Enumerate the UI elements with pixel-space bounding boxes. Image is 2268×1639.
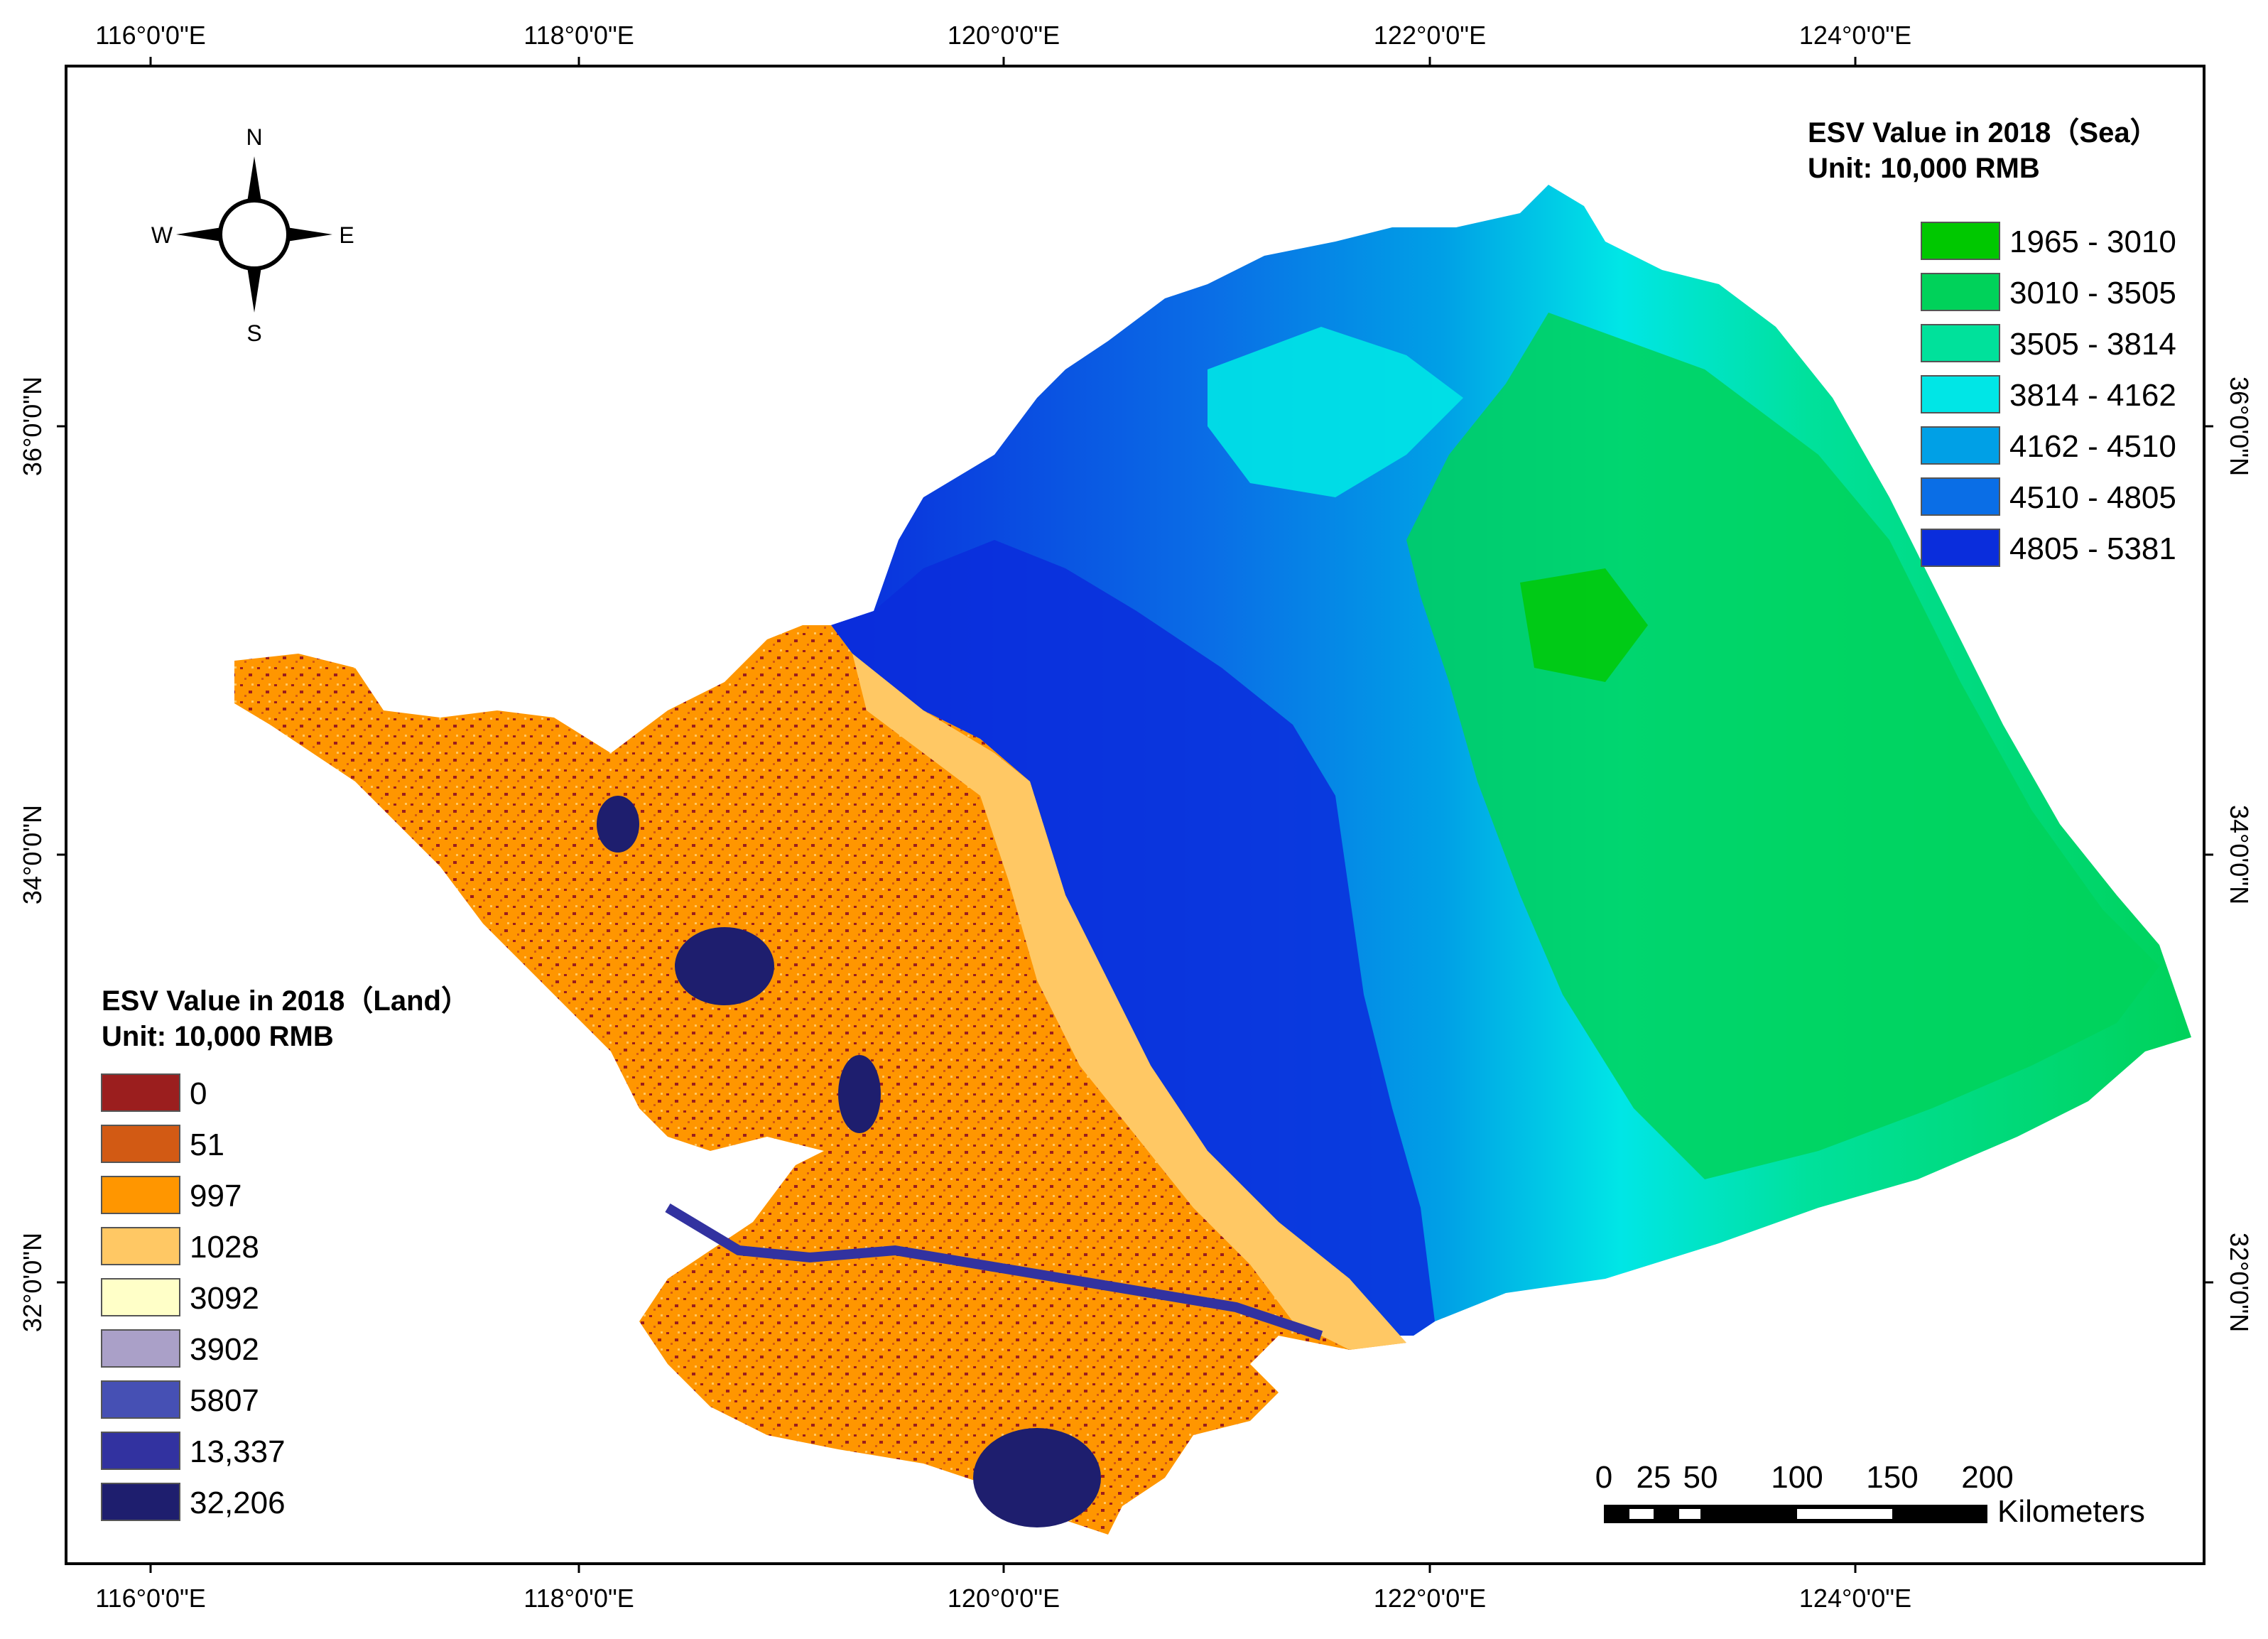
sea-region (831, 185, 2191, 1336)
compass-north: N (246, 124, 262, 150)
sea-legend-unit: Unit: 10,000 RMB (1808, 153, 2040, 184)
land-legend-label: 997 (190, 1179, 242, 1213)
land-legend-label: 51 (190, 1127, 224, 1162)
bottom-lon-label: 116°0'0"E (95, 1584, 206, 1613)
right-lat-label: 36°0'0"N (2225, 377, 2254, 476)
land-legend-swatch (101, 1073, 180, 1112)
sea-legend-label: 3010 - 3505 (2009, 276, 2176, 310)
scale-tick-label: 0 (1595, 1460, 1612, 1495)
land-legend-label: 13,337 (190, 1434, 286, 1469)
bottom-lon-label: 118°0'0"E (523, 1584, 634, 1613)
land-legend-swatch (101, 1380, 180, 1419)
land-legend-label: 5807 (190, 1383, 259, 1418)
compass-west: W (151, 222, 173, 248)
sea-legend-label: 3505 - 3814 (2009, 327, 2176, 362)
land-legend-unit: Unit: 10,000 RMB (102, 1021, 334, 1052)
scale-tick-label: 25 (1637, 1460, 1671, 1495)
compass-rose: N S E W (151, 124, 354, 346)
top-lon-label: 116°0'0"E (95, 21, 206, 50)
right-lat-label: 32°0'0"N (2225, 1233, 2254, 1332)
land-legend-swatch (101, 1329, 180, 1368)
land-legend-label: 3092 (190, 1281, 259, 1316)
bottom-lon-label: 122°0'0"E (1374, 1584, 1486, 1613)
left-lat-label: 36°0'0"N (18, 377, 47, 476)
left-lat-label: 34°0'0"N (18, 805, 47, 904)
land-legend-swatch (101, 1125, 180, 1163)
sea-legend-label: 4510 - 4805 (2009, 480, 2176, 515)
land-legend-title: ESV Value in 2018（Land） (102, 985, 470, 1017)
lake-shape (675, 927, 774, 1005)
top-lon-label: 118°0'0"E (523, 21, 634, 50)
land-legend-label: 0 (190, 1076, 207, 1111)
scale-tick-label: 50 (1683, 1460, 1718, 1495)
land-legend-label: 3902 (190, 1332, 259, 1367)
bottom-lon-label: 120°0'0"E (948, 1584, 1060, 1613)
sea-legend-swatch (1921, 529, 2000, 567)
sea-legend-swatch (1921, 375, 2000, 413)
right-lat-label: 34°0'0"N (2225, 805, 2254, 904)
left-lat-label: 32°0'0"N (18, 1233, 47, 1332)
land-legend-swatch (101, 1278, 180, 1316)
sea-legend: ESV Value in 2018（Sea） Unit: 10,000 RMB … (1808, 117, 2176, 567)
land-legend-label: 32,206 (190, 1486, 286, 1520)
sea-legend-label: 4162 - 4510 (2009, 429, 2176, 464)
bottom-lon-label: 124°0'0"E (1799, 1584, 1911, 1613)
sea-legend-label: 1965 - 3010 (2009, 225, 2176, 259)
top-lon-label: 120°0'0"E (948, 21, 1060, 50)
sea-legend-swatch (1921, 273, 2000, 311)
compass-east: E (339, 222, 354, 248)
land-legend-swatch (101, 1176, 180, 1214)
scale-tick-label: 100 (1771, 1460, 1823, 1495)
scale-tick-label: 200 (1961, 1460, 2013, 1495)
sea-legend-label: 4805 - 5381 (2009, 531, 2176, 566)
lake-shape (597, 796, 639, 853)
land-legend: ESV Value in 2018（Land） Unit: 10,000 RMB… (101, 985, 470, 1521)
sea-legend-swatch (1921, 324, 2000, 362)
land-legend-swatch (101, 1227, 180, 1265)
top-lon-label: 124°0'0"E (1799, 21, 1911, 50)
lake-shape (838, 1055, 881, 1133)
lake-shape (973, 1428, 1101, 1527)
sea-legend-label: 3814 - 4162 (2009, 378, 2176, 413)
land-region (234, 625, 1406, 1535)
land-legend-swatch (101, 1483, 180, 1521)
land-legend-label: 1028 (190, 1230, 259, 1265)
land-legend-swatch (101, 1432, 180, 1470)
river-line (665, 1203, 1323, 1341)
scale-tick-label: 150 (1866, 1460, 1918, 1495)
graticule-ticks (57, 57, 2213, 1573)
sea-legend-swatch (1921, 426, 2000, 465)
compass-south: S (246, 320, 261, 346)
sea-legend-swatch (1921, 222, 2000, 260)
top-lon-label: 122°0'0"E (1374, 21, 1486, 50)
sea-legend-title: ESV Value in 2018（Sea） (1808, 117, 2159, 148)
scale-bar: 0 25 50 100 150 200 Kilometers (1595, 1460, 2145, 1529)
sea-legend-swatch (1921, 477, 2000, 516)
scale-unit: Kilometers (1997, 1494, 2145, 1529)
